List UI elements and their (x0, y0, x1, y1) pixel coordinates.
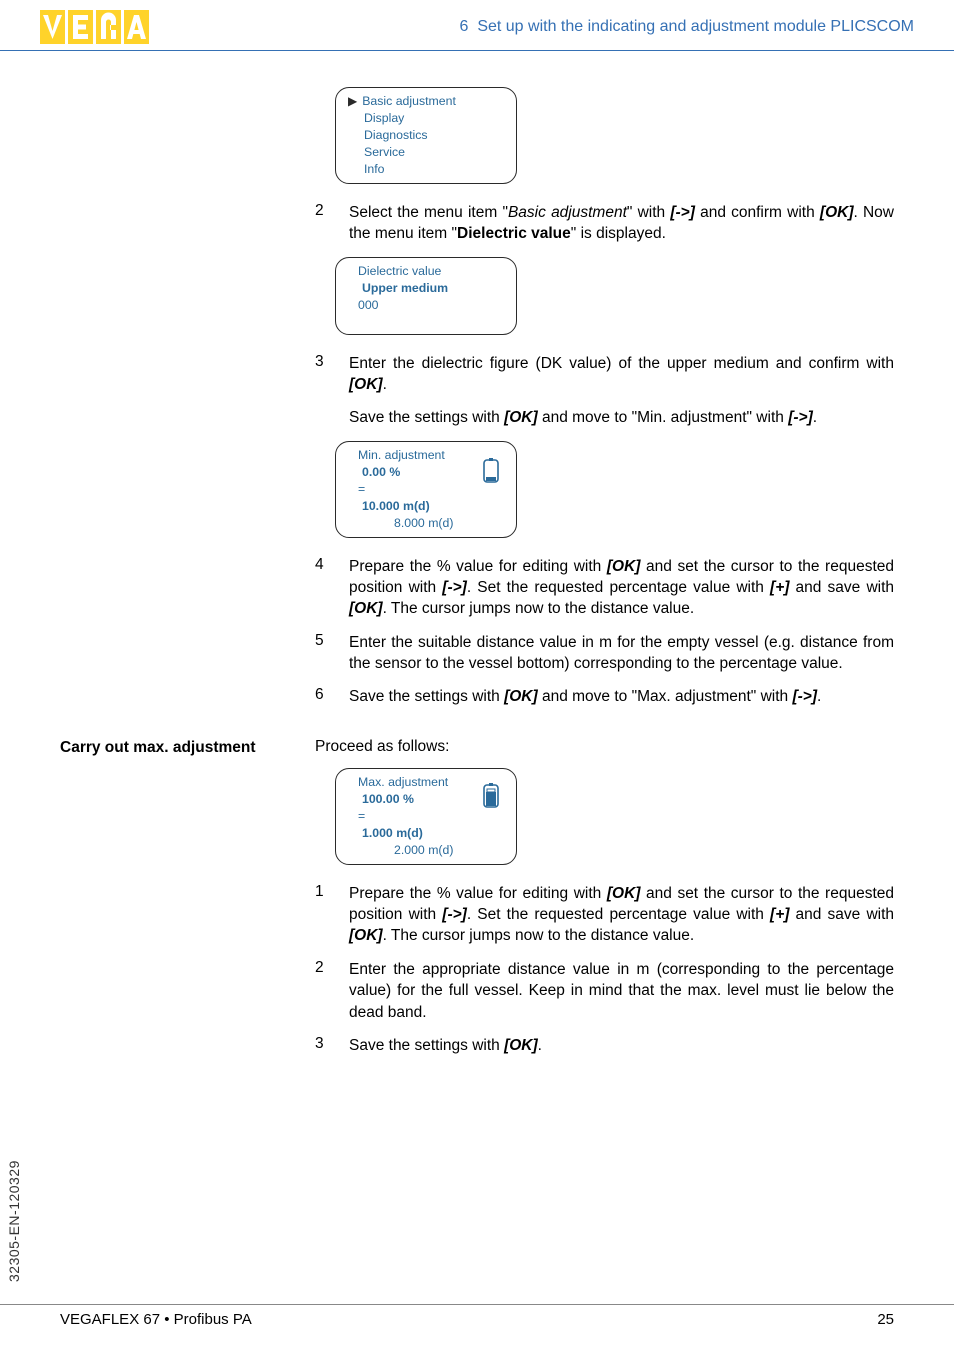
proceed-text: Proceed as follows: (315, 738, 894, 756)
step-number: 4 (315, 556, 349, 620)
step-2: 2 Select the menu item "Basic adjustment… (315, 202, 894, 245)
section-num: 6 (460, 18, 469, 35)
step-number: 3 (315, 1035, 349, 1056)
lcd-value: Upper medium (362, 281, 448, 295)
menu-item: Info (364, 161, 385, 178)
step-3: 3 Enter the dielectric figure (DK value)… (315, 353, 894, 396)
lcd-dielectric: Dielectric value Upper medium 000 (335, 257, 517, 335)
step-text: Enter the dielectric figure (DK value) o… (349, 353, 894, 396)
lcd-percent: 100.00 % (362, 792, 414, 806)
tank-max-icon (480, 783, 504, 811)
doc-id-vertical: 32305-EN-120329 (6, 1160, 22, 1282)
lcd-val: 1.000 m(d) (362, 826, 423, 840)
proceed-step-3: 3 Save the settings with [OK]. (315, 1035, 894, 1056)
step-text: Save the settings with [OK]. (349, 1035, 894, 1056)
page-footer: VEGAFLEX 67 • Profibus PA 25 (0, 1304, 954, 1328)
step-3-para: Save the settings with [OK] and move to … (349, 407, 894, 428)
step-text: Enter the appropriate distance value in … (349, 959, 894, 1023)
lcd-max-adjust: Max. adjustment 100.00 % = 1.000 m(d) 2.… (335, 768, 517, 865)
lcd-sub: 2.000 m(d) (348, 842, 504, 859)
lcd-percent: 0.00 % (362, 465, 400, 479)
step-number: 2 (315, 202, 349, 245)
lcd-title: Dielectric value (348, 263, 504, 280)
logo (40, 10, 150, 44)
step-number: 1 (315, 883, 349, 947)
proceed-step-2: 2 Enter the appropriate distance value i… (315, 959, 894, 1023)
header-title: 6 Set up with the indicating and adjustm… (150, 18, 914, 36)
left-margin-label: Carry out max. adjustment (60, 738, 315, 759)
step-text: Select the menu item "Basic adjustment" … (349, 202, 894, 245)
step-text: Enter the suitable distance value in m f… (349, 632, 894, 675)
lcd-menu: ▶ Basic adjustment Display Diagnostics Se… (335, 87, 517, 184)
step-text: Prepare the % value for editing with [OK… (349, 556, 894, 620)
step-6: 6 Save the settings with [OK] and move t… (315, 686, 894, 707)
lcd-val: 10.000 m(d) (362, 499, 430, 513)
footer-doc: VEGAFLEX 67 • Profibus PA (60, 1311, 252, 1328)
section-title: Set up with the indicating and adjustmen… (477, 18, 914, 35)
menu-item: Service (364, 144, 405, 161)
page-number: 25 (877, 1311, 894, 1328)
step-text: Prepare the % value for editing with [OK… (349, 883, 894, 947)
step-number: 6 (315, 686, 349, 707)
menu-item: Basic adjustment (362, 93, 456, 110)
proceed-step-1: 1 Prepare the % value for editing with [… (315, 883, 894, 947)
step-text: Save the settings with [OK] and move to … (349, 686, 894, 707)
step-number: 3 (315, 353, 349, 396)
step-5: 5 Enter the suitable distance value in m… (315, 632, 894, 675)
max-adjust-section: Carry out max. adjustment Proceed as fol… (60, 738, 894, 1068)
lcd-min-adjust: Min. adjustment 0.00 % = 10.000 m(d) 8.0… (335, 441, 517, 538)
step-number: 2 (315, 959, 349, 1023)
content: ▶ Basic adjustment Display Diagnostics Se… (0, 51, 954, 1068)
step-number: 5 (315, 632, 349, 675)
lcd-sub: 000 (348, 297, 504, 314)
page-header: 6 Set up with the indicating and adjustm… (0, 0, 954, 51)
lcd-sub: 8.000 m(d) (348, 515, 504, 532)
menu-item: Display (364, 110, 404, 127)
tank-min-icon (480, 458, 504, 486)
step-4: 4 Prepare the % value for editing with [… (315, 556, 894, 620)
menu-item: Diagnostics (364, 127, 428, 144)
selected-arrow-icon: ▶ (348, 93, 357, 110)
